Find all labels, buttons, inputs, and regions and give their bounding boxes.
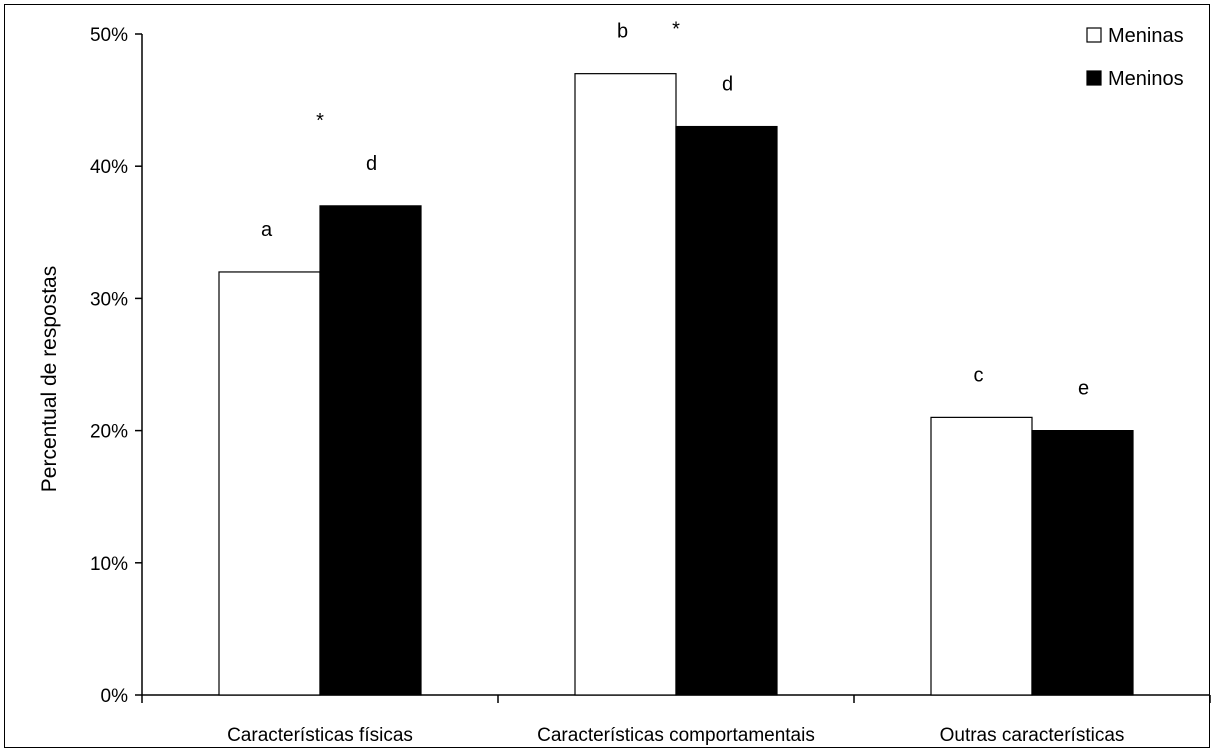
bar-meninos-3 (1031, 430, 1134, 696)
legend-swatch-meninos (1086, 70, 1102, 86)
legend: Meninas Meninos (1086, 25, 1184, 90)
x-tick-label: Características físicas (227, 725, 413, 746)
bar-letter-label: b (617, 21, 628, 43)
bar-meninos-1 (319, 205, 422, 696)
bar-meninas-2 (574, 73, 677, 696)
y-tick-label: 0% (101, 686, 129, 707)
bar-letter-label: d (722, 74, 733, 96)
bars (218, 73, 1134, 696)
bar-letter-label: a (261, 219, 273, 241)
y-axis: 0% 10% 20% 30% 40% 50% (90, 25, 143, 707)
bar-meninas-1 (218, 271, 321, 696)
bar-letter-label: e (1078, 378, 1089, 400)
bar-letter-label: c (974, 364, 984, 386)
x-tick-label: Outras características (940, 725, 1125, 746)
x-tick-label: Características comportamentais (537, 725, 815, 746)
annotations: a b c d d e * * (261, 19, 1089, 400)
y-tick-label: 30% (90, 289, 128, 310)
legend-swatch-meninas (1086, 27, 1102, 43)
bar-letter-label: d (366, 153, 377, 175)
bar-meninos-2 (675, 125, 778, 696)
x-axis: Características físicas Características c… (141, 694, 1211, 746)
significance-asterisk: * (316, 110, 324, 132)
y-tick-label: 10% (90, 554, 128, 575)
bar-meninas-3 (930, 416, 1033, 696)
y-tick-label: 50% (90, 25, 128, 46)
y-tick-label: 20% (90, 422, 128, 443)
y-axis-title: Percentual de respostas (38, 266, 61, 492)
legend-label-meninas: Meninas (1108, 25, 1184, 47)
y-tick-label: 40% (90, 157, 128, 178)
legend-label-meninos: Meninos (1108, 68, 1184, 90)
significance-asterisk: * (672, 19, 680, 41)
